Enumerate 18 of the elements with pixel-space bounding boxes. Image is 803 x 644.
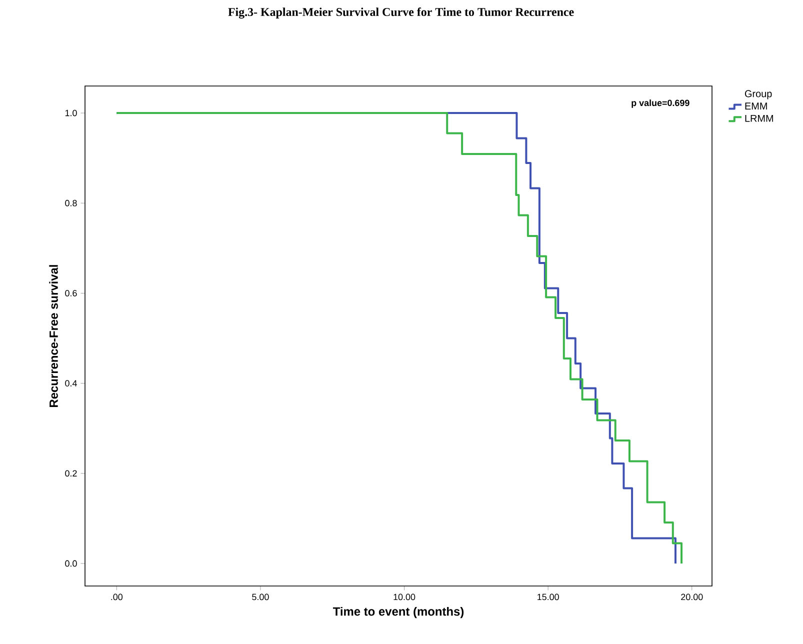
x-tick-label: 15.00 bbox=[538, 594, 559, 600]
y-tick-label: 0.6 bbox=[65, 290, 77, 296]
y-axis-title: Recurrence-Free survival bbox=[49, 265, 58, 407]
x-tick-label: .00 bbox=[111, 594, 123, 600]
legend-label: LRMM bbox=[745, 114, 773, 122]
y-tick-label: 1.0 bbox=[65, 110, 77, 116]
y-tick-label: 0.0 bbox=[65, 560, 77, 567]
legend-title: Group bbox=[744, 90, 772, 100]
x-tick-label: 5.00 bbox=[252, 594, 269, 600]
x-tick-label: 20.00 bbox=[681, 594, 703, 600]
y-tick-label: 0.2 bbox=[65, 470, 77, 477]
y-tick-label: 0.4 bbox=[65, 380, 77, 386]
y-tick-label: 0.8 bbox=[65, 200, 77, 206]
annotation: p value=0.699 bbox=[632, 100, 690, 108]
chart-title: Fig.3- Kaplan-Meier Survival Curve for Time to Tumor Recurrence bbox=[228, 8, 574, 19]
x-axis-title: Time to event (months) bbox=[332, 606, 464, 618]
x-tick-label: 10.00 bbox=[394, 594, 416, 600]
legend-label: EMM bbox=[745, 102, 767, 110]
